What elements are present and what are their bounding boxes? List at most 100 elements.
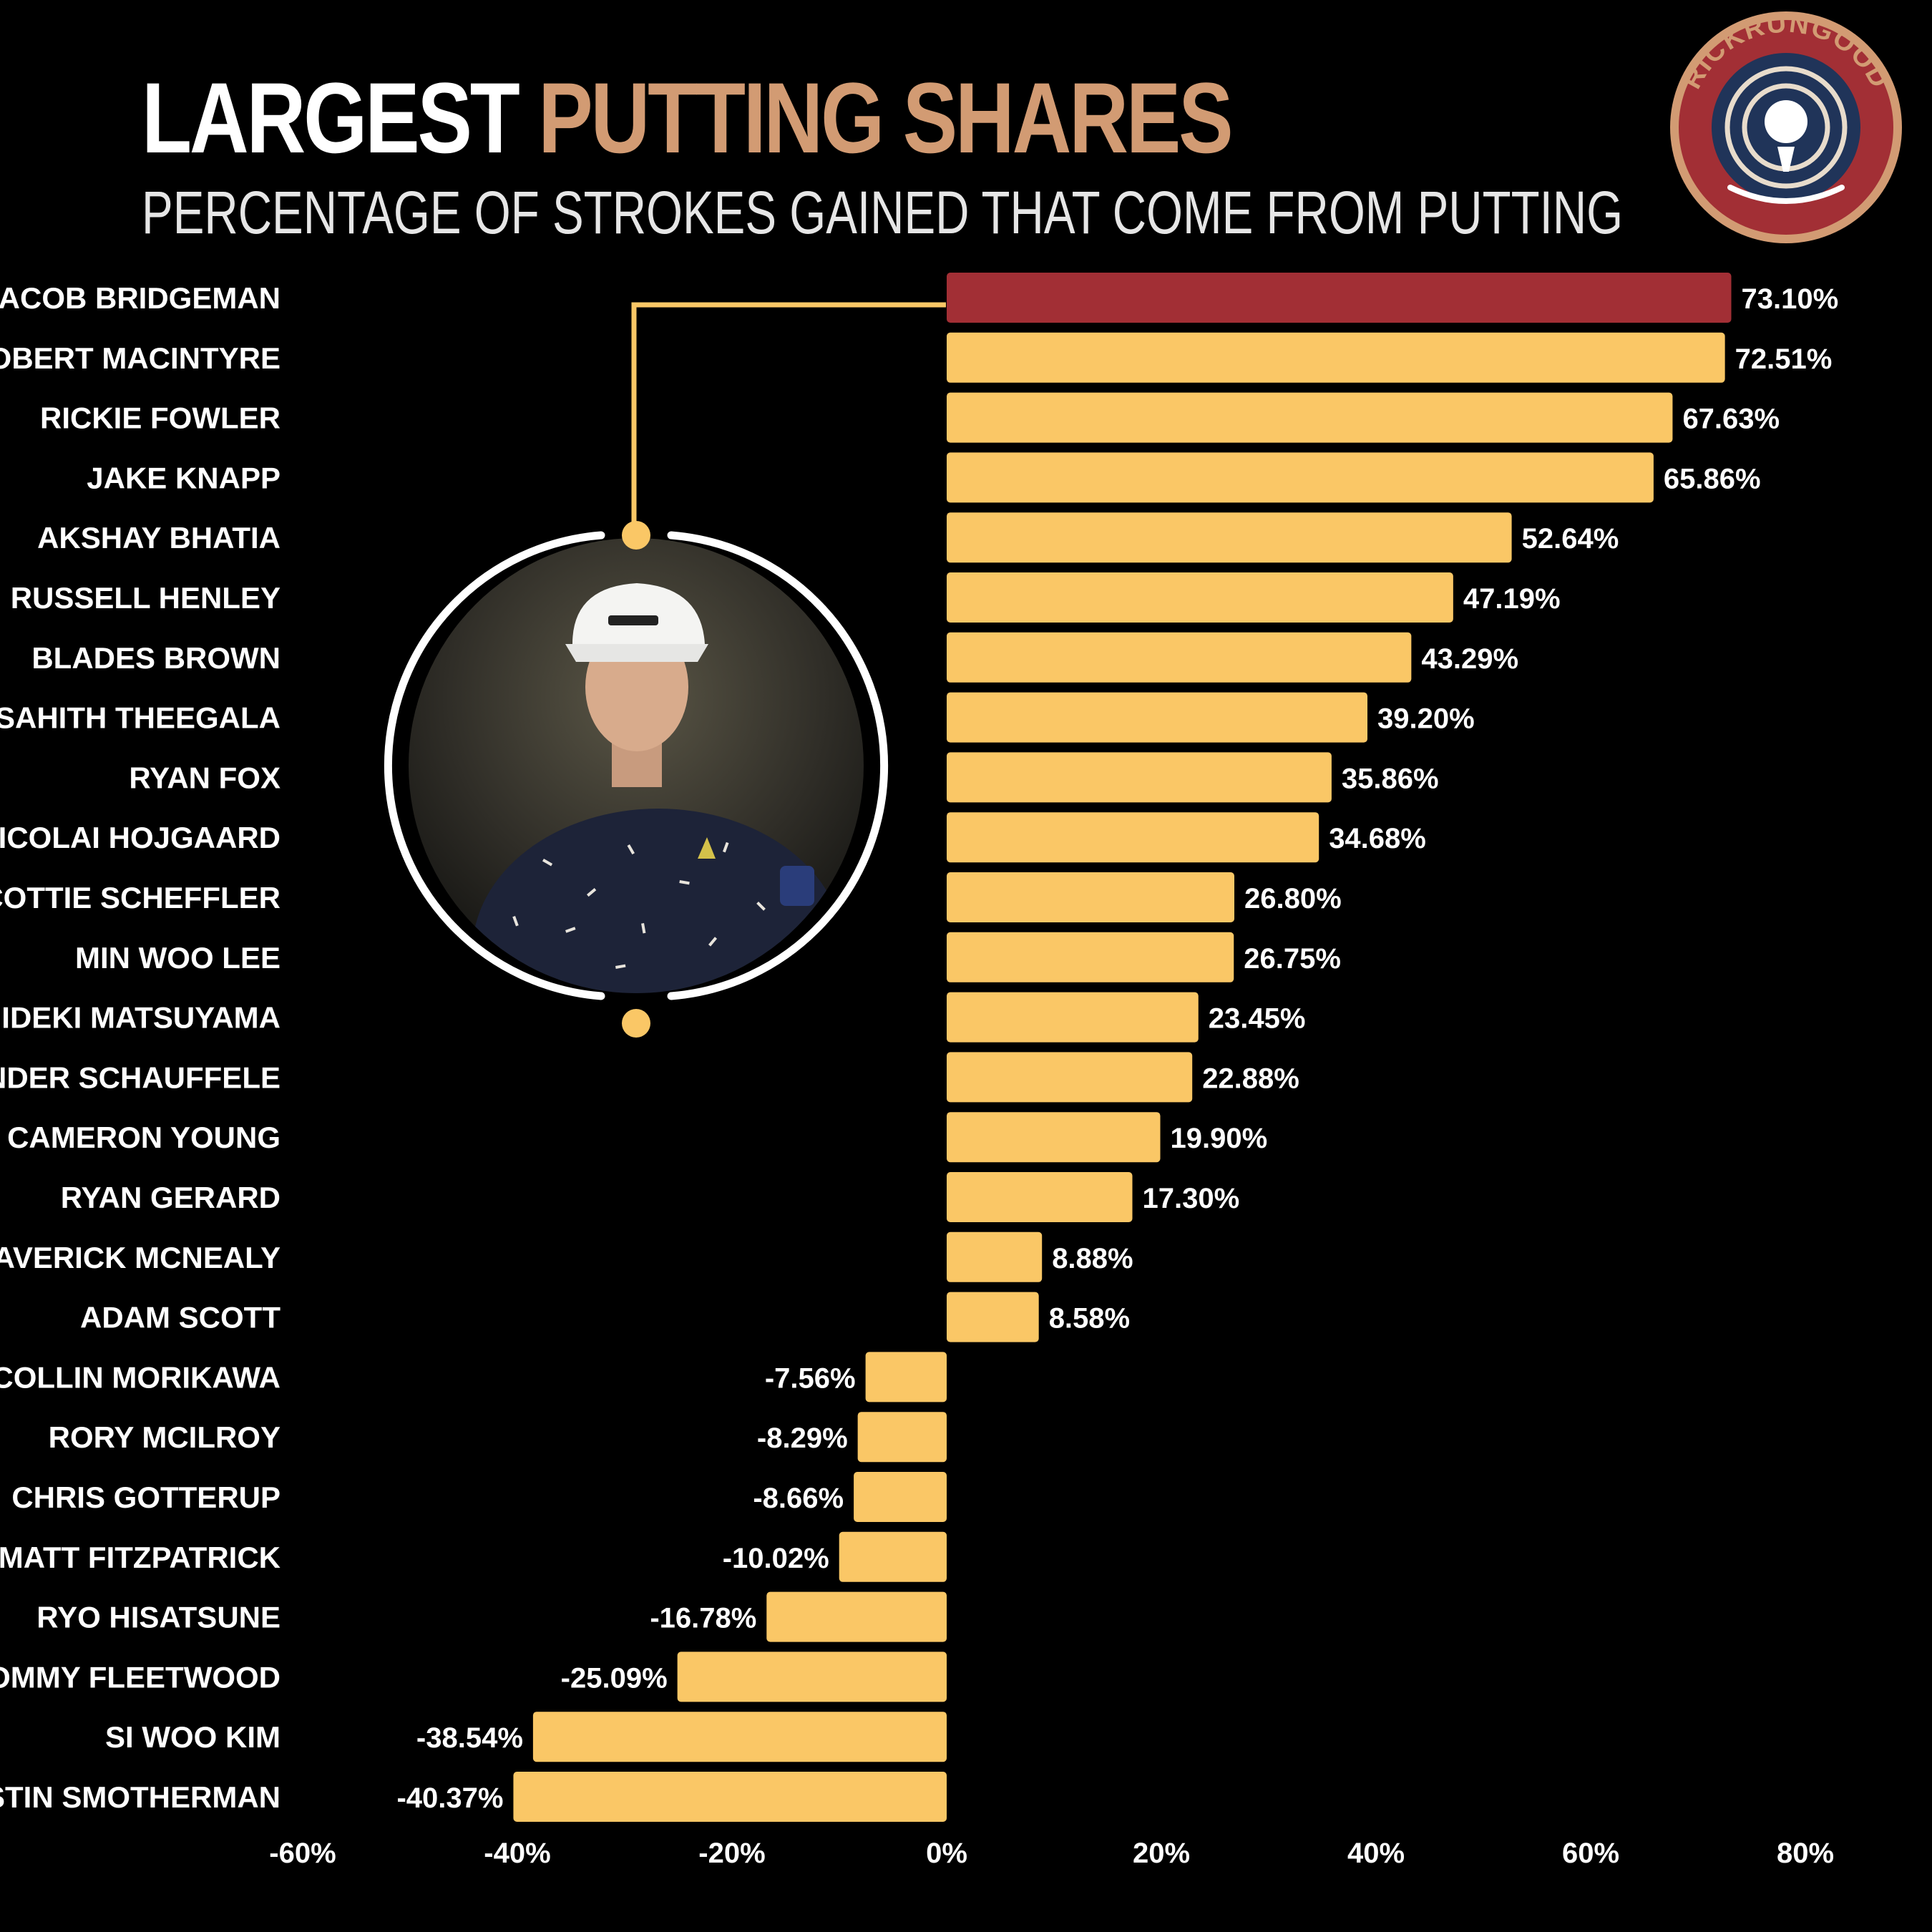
photo-ring-dot-bottom	[622, 1009, 650, 1038]
value-label: -10.02%	[723, 1543, 829, 1574]
title-part2: PUTTING SHARES	[538, 62, 1234, 174]
chart-subtitle: PERCENTAGE OF STROKES GAINED THAT COME F…	[142, 179, 1624, 246]
bar-akshay-bhatia	[947, 512, 1512, 563]
title-part1: LARGEST	[142, 62, 520, 174]
value-label: 17.30%	[1143, 1183, 1240, 1214]
category-label: SI WOO KIM	[105, 1720, 280, 1754]
bar-matt-fitzpatrick	[839, 1531, 947, 1582]
category-label: HIDEKI MATSUYAMA	[0, 1001, 280, 1035]
category-label: SCOTTIE SCHEFFLER	[0, 881, 280, 914]
bar-min-woo-lee	[947, 932, 1234, 982]
bar-maverick-mcnealy	[947, 1231, 1043, 1282]
value-label: -25.09%	[561, 1662, 668, 1694]
value-label: -16.78%	[650, 1603, 756, 1634]
category-label: JACOB BRIDGEMAN	[0, 281, 280, 315]
bar-chris-gotterup	[854, 1472, 947, 1522]
value-label: -8.29%	[757, 1423, 848, 1454]
bar-rory-mcilroy	[857, 1412, 947, 1463]
value-label: 26.80%	[1244, 883, 1342, 914]
value-label: 34.68%	[1329, 823, 1426, 854]
bar-ryan-gerard	[947, 1172, 1133, 1222]
value-label: 26.75%	[1244, 943, 1341, 975]
value-label: 35.86%	[1342, 763, 1439, 794]
category-label: ROBERT MACINTYRE	[0, 341, 280, 375]
bar-si-woo-kim	[532, 1712, 947, 1762]
bar-nicolai-hojgaard	[947, 812, 1319, 863]
bar-adam-scott	[947, 1292, 1039, 1342]
bar-ryo-hisatsune	[766, 1591, 947, 1642]
category-label: RYAN GERARD	[61, 1181, 280, 1214]
golf-ball-icon	[1765, 100, 1807, 143]
photo-ring-left	[384, 531, 605, 1000]
bar-scottie-scheffler	[947, 872, 1234, 922]
category-label: RORY MCILROY	[49, 1420, 280, 1454]
x-tick-label: 0%	[926, 1838, 967, 1869]
value-label: 8.58%	[1049, 1303, 1130, 1335]
bar-blades-brown	[947, 632, 1412, 683]
value-label: 47.19%	[1463, 583, 1561, 615]
bars-layer	[513, 273, 1732, 1822]
value-label: 65.86%	[1664, 463, 1761, 494]
value-label: -7.56%	[765, 1362, 856, 1394]
category-label: COLLIN MORIKAWA	[0, 1360, 280, 1394]
bar-hideki-matsuyama	[947, 992, 1199, 1043]
x-tick-label: 60%	[1562, 1838, 1619, 1869]
chart-title: LARGEST PUTTING SHARES	[142, 68, 1234, 168]
bar-cameron-young	[947, 1112, 1161, 1163]
value-label: 8.88%	[1052, 1243, 1133, 1274]
bar-tommy-fleetwood	[677, 1652, 947, 1702]
value-labels: 73.10% 72.51% 67.63% 65.86% 52.64% 47.19% 43.2…	[396, 283, 1838, 1814]
bar-xander-schauffele	[947, 1052, 1193, 1103]
value-label: -8.66%	[753, 1483, 844, 1514]
category-label: MATT FITZPATRICK	[0, 1541, 280, 1574]
player-photo	[384, 521, 889, 1038]
x-tick-label: -60%	[269, 1838, 336, 1869]
x-tick-label: 80%	[1777, 1838, 1834, 1869]
category-label: SAHITH THEEGALA	[0, 701, 280, 735]
bar-collin-morikawa	[865, 1352, 947, 1402]
category-labels: JACOB BRIDGEMAN ROBERT MACINTYRE RICKIE FO…	[0, 281, 280, 1814]
value-label: 19.90%	[1171, 1123, 1268, 1154]
bar-austin-smotherman	[513, 1772, 947, 1822]
x-tick-label: 40%	[1347, 1838, 1405, 1869]
category-label: AUSTIN SMOTHERMAN	[0, 1780, 280, 1814]
value-label: 73.10%	[1742, 283, 1839, 315]
photo-ring-dot-top	[622, 521, 650, 550]
category-label: RICKIE FOWLER	[40, 401, 280, 435]
photo-ring-right	[667, 531, 889, 1000]
category-label: RYO HISATSUNE	[36, 1601, 280, 1634]
value-label: 52.64%	[1522, 523, 1619, 555]
x-axis: -60% -40% -20% 0% 20% 40% 60% 80%	[269, 1838, 1834, 1869]
category-label: MIN WOO LEE	[75, 941, 280, 975]
value-label: 23.45%	[1209, 1003, 1306, 1035]
category-label: AKSHAY BHATIA	[37, 521, 280, 555]
category-label: BLADES BROWN	[31, 641, 280, 675]
x-tick-label: 20%	[1133, 1838, 1190, 1869]
category-label: XANDER SCHAUFFELE	[0, 1060, 280, 1094]
value-label: 22.88%	[1202, 1063, 1299, 1094]
value-label: 43.29%	[1421, 643, 1518, 675]
category-label: RUSSELL HENLEY	[11, 581, 280, 615]
rickrungood-logo: RICKRUNGOOD	[1670, 8, 1902, 243]
value-label: -38.54%	[416, 1722, 523, 1754]
bar-rickie-fowler	[947, 392, 1673, 443]
value-label: 67.63%	[1682, 404, 1780, 435]
highlight-connector	[631, 302, 946, 522]
category-label: RYAN FOX	[129, 761, 280, 794]
category-label: MAVERICK MCNEALY	[0, 1241, 280, 1274]
bar-jake-knapp	[947, 452, 1654, 503]
category-label: JAKE KNAPP	[87, 461, 280, 494]
x-tick-label: -40%	[484, 1838, 550, 1869]
category-label: TOMMY FLEETWOOD	[0, 1660, 280, 1694]
bar-jacob-bridgeman	[947, 273, 1732, 323]
bar-ryan-fox	[947, 752, 1332, 803]
category-label: ADAM SCOTT	[80, 1301, 280, 1335]
x-tick-label: -20%	[698, 1838, 765, 1869]
bar-robert-macintyre	[947, 332, 1725, 383]
category-label: CAMERON YOUNG	[7, 1121, 280, 1154]
value-label: 39.20%	[1377, 703, 1475, 735]
value-label: 72.51%	[1735, 343, 1833, 375]
bar-russell-henley	[947, 572, 1453, 623]
value-label: -40.37%	[396, 1782, 503, 1814]
